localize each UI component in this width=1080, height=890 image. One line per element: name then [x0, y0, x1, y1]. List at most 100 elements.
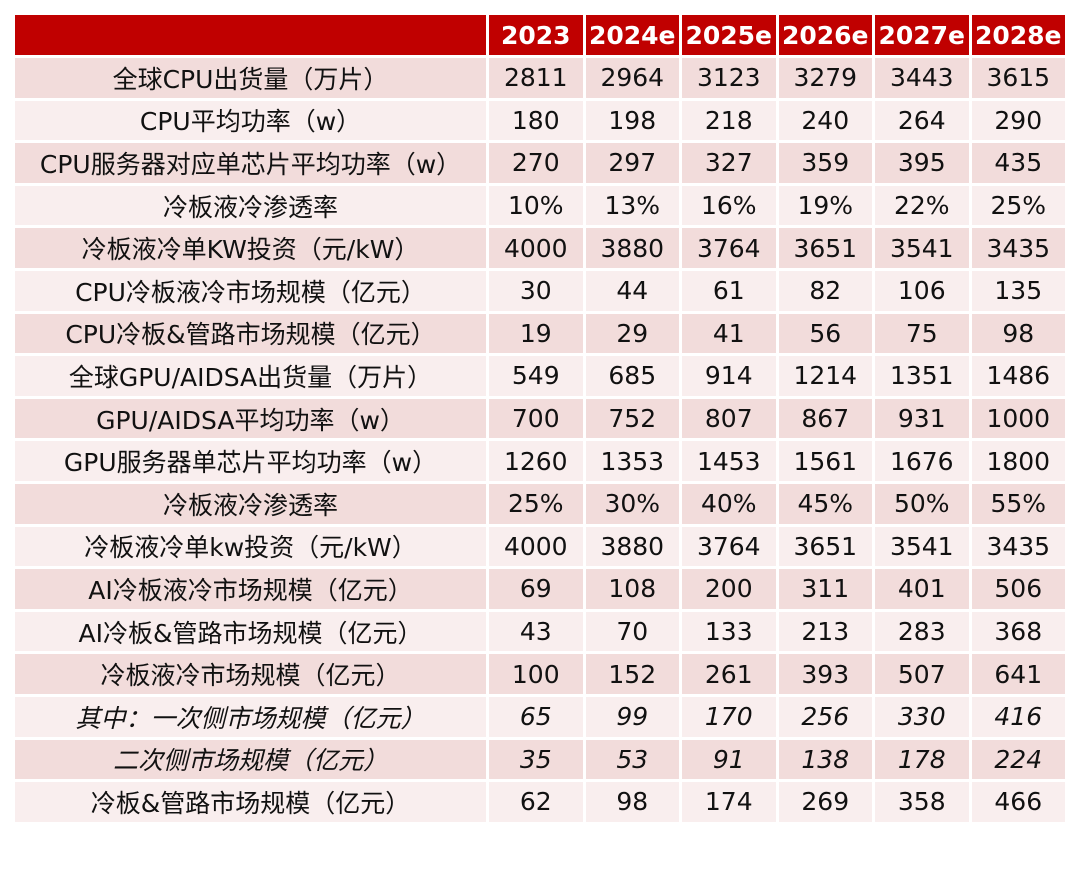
value-cell: 4000 — [486, 523, 586, 570]
header-cell: 2027e — [872, 12, 972, 58]
value-cell: 98 — [582, 779, 682, 825]
value-cell: 270 — [486, 140, 586, 186]
value-cell: 368 — [968, 608, 1068, 654]
value-cell: 359 — [775, 140, 875, 186]
table-row: 冷板液冷渗透率 25% 30% 40% 45% 50% 55% — [12, 480, 1068, 527]
value-cell: 1486 — [968, 353, 1068, 399]
value-cell: 435 — [968, 140, 1068, 186]
table-row: CPU冷板液冷市场规模（亿元） 30 44 61 82 106 135 — [12, 267, 1068, 314]
header-cell: 2026e — [775, 12, 875, 58]
value-cell: 91 — [679, 736, 779, 783]
value-cell: 290 — [968, 97, 1068, 144]
table-row: 二次侧市场规模（亿元） 35 53 91 138 178 224 — [12, 736, 1068, 783]
value-cell: 401 — [872, 566, 972, 612]
table-row: GPU/AIDSA平均功率（w） 700 752 807 867 931 1000 — [12, 395, 1068, 442]
value-cell: 240 — [775, 97, 875, 144]
row-label: 二次侧市场规模（亿元） — [12, 736, 489, 783]
value-cell: 3764 — [679, 225, 779, 271]
value-cell: 106 — [872, 267, 972, 314]
value-cell: 22% — [872, 182, 972, 229]
table-body: 全球CPU出货量（万片） 2811 2964 3123 3279 3443 3615 CPU平… — [12, 55, 1068, 825]
value-cell: 1800 — [968, 438, 1068, 484]
value-cell: 330 — [872, 693, 972, 740]
header-row: 2023 2024e 2025e 2026e 2027e 2028e — [12, 12, 1068, 58]
row-label: 冷板液冷单kw投资（元/kW） — [12, 523, 489, 570]
value-cell: 138 — [775, 736, 875, 783]
value-cell: 466 — [968, 779, 1068, 825]
value-cell: 1214 — [775, 353, 875, 399]
value-cell: 3443 — [872, 55, 972, 101]
value-cell: 1260 — [486, 438, 586, 484]
value-cell: 108 — [582, 566, 682, 612]
value-cell: 261 — [679, 651, 779, 697]
header-cell: 2025e — [679, 12, 779, 58]
value-cell: 69 — [486, 566, 586, 612]
table-row: 全球CPU出货量（万片） 2811 2964 3123 3279 3443 3615 — [12, 55, 1068, 101]
value-cell: 45% — [775, 480, 875, 527]
value-cell: 2811 — [486, 55, 586, 101]
value-cell: 269 — [775, 779, 875, 825]
value-cell: 99 — [582, 693, 682, 740]
value-cell: 3541 — [872, 225, 972, 271]
data-table: 2023 2024e 2025e 2026e 2027e 2028e 全球CPU出货量（万… — [12, 12, 1068, 825]
row-label: GPU/AIDSA平均功率（w） — [12, 395, 489, 442]
value-cell: 135 — [968, 267, 1068, 314]
table-row: 冷板液冷渗透率 10% 13% 16% 19% 22% 25% — [12, 182, 1068, 229]
value-cell: 62 — [486, 779, 586, 825]
value-cell: 65 — [486, 693, 586, 740]
value-cell: 3651 — [775, 225, 875, 271]
value-cell: 807 — [679, 395, 779, 442]
value-cell: 297 — [582, 140, 682, 186]
value-cell: 1561 — [775, 438, 875, 484]
value-cell: 174 — [679, 779, 779, 825]
value-cell: 3764 — [679, 523, 779, 570]
value-cell: 393 — [775, 651, 875, 697]
row-label: CPU冷板&管路市场规模（亿元） — [12, 310, 489, 356]
value-cell: 19 — [486, 310, 586, 356]
value-cell: 70 — [582, 608, 682, 654]
table-row: CPU冷板&管路市场规模（亿元） 19 29 41 56 75 98 — [12, 310, 1068, 356]
table-row: 冷板&管路市场规模（亿元） 62 98 174 269 358 466 — [12, 779, 1068, 825]
table-row: CPU平均功率（w） 180 198 218 240 264 290 — [12, 97, 1068, 144]
value-cell: 30 — [486, 267, 586, 314]
value-cell: 56 — [775, 310, 875, 356]
value-cell: 3615 — [968, 55, 1068, 101]
value-cell: 29 — [582, 310, 682, 356]
value-cell: 61 — [679, 267, 779, 314]
value-cell: 44 — [582, 267, 682, 314]
value-cell: 170 — [679, 693, 779, 740]
value-cell: 3541 — [872, 523, 972, 570]
value-cell: 3435 — [968, 523, 1068, 570]
value-cell: 40% — [679, 480, 779, 527]
header-cell: 2024e — [582, 12, 682, 58]
value-cell: 2964 — [582, 55, 682, 101]
value-cell: 4000 — [486, 225, 586, 271]
value-cell: 25% — [968, 182, 1068, 229]
value-cell: 1353 — [582, 438, 682, 484]
value-cell: 10% — [486, 182, 586, 229]
row-label: AI冷板&管路市场规模（亿元） — [12, 608, 489, 654]
table-row: 冷板液冷市场规模（亿元） 100 152 261 393 507 641 — [12, 651, 1068, 697]
value-cell: 641 — [968, 651, 1068, 697]
value-cell: 178 — [872, 736, 972, 783]
value-cell: 224 — [968, 736, 1068, 783]
value-cell: 213 — [775, 608, 875, 654]
row-label: 冷板液冷渗透率 — [12, 480, 489, 527]
table-row: 冷板液冷单kw投资（元/kW） 4000 3880 3764 3651 3541 3435 — [12, 523, 1068, 570]
header-corner — [12, 12, 489, 58]
row-label: 冷板&管路市场规模（亿元） — [12, 779, 489, 825]
value-cell: 685 — [582, 353, 682, 399]
value-cell: 152 — [582, 651, 682, 697]
value-cell: 43 — [486, 608, 586, 654]
value-cell: 1351 — [872, 353, 972, 399]
value-cell: 1453 — [679, 438, 779, 484]
value-cell: 55% — [968, 480, 1068, 527]
value-cell: 506 — [968, 566, 1068, 612]
table-row: AI冷板&管路市场规模（亿元） 43 70 133 213 283 368 — [12, 608, 1068, 654]
value-cell: 53 — [582, 736, 682, 783]
row-label: 冷板液冷单KW投资（元/kW） — [12, 225, 489, 271]
value-cell: 1676 — [872, 438, 972, 484]
value-cell: 19% — [775, 182, 875, 229]
table-row: AI冷板液冷市场规模（亿元） 69 108 200 311 401 506 — [12, 566, 1068, 612]
table-row: CPU服务器对应单芯片平均功率（w） 270 297 327 359 395 435 — [12, 140, 1068, 186]
